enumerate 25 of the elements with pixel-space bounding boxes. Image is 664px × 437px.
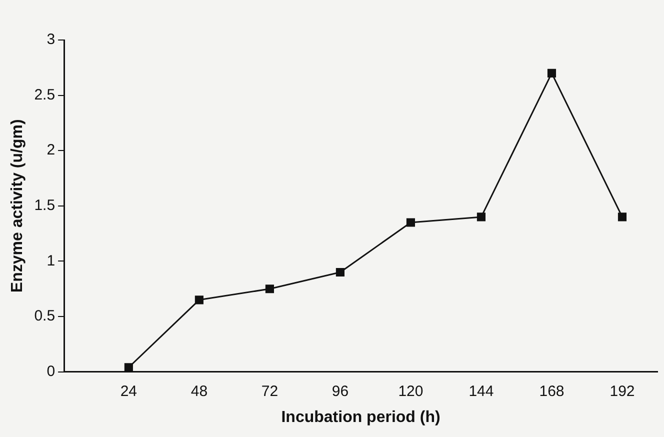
y-tick-label: 3 [46,31,56,48]
x-tick-label: 144 [468,382,494,400]
y-tick-label: 1 [46,252,56,270]
y-axis-title: Enzyme activity (u/gm) [9,119,26,293]
point [406,218,416,227]
x-tick-label: 72 [261,382,278,400]
x-tick-label: 24 [120,382,138,400]
y-tick-label: 0 [46,362,56,380]
y-tick-label: 0.5 [34,308,56,325]
point [618,212,627,222]
point [547,68,556,78]
y-tick-label: 2.5 [34,86,56,104]
x-tick-label: 48 [190,382,208,400]
x-tick-label: 120 [398,382,424,400]
point [265,284,274,294]
point [194,296,204,304]
point [476,212,486,222]
point [336,268,344,277]
x-tick-label: 168 [539,382,564,400]
y-tick-label: 1.5 [34,197,56,214]
y-tick-label: 2 [46,142,56,159]
point [124,363,133,372]
x-axis-title: Incubation period (h) [281,408,440,426]
x-tick-label: 96 [332,382,349,400]
x-tick-label: 192 [610,382,635,400]
